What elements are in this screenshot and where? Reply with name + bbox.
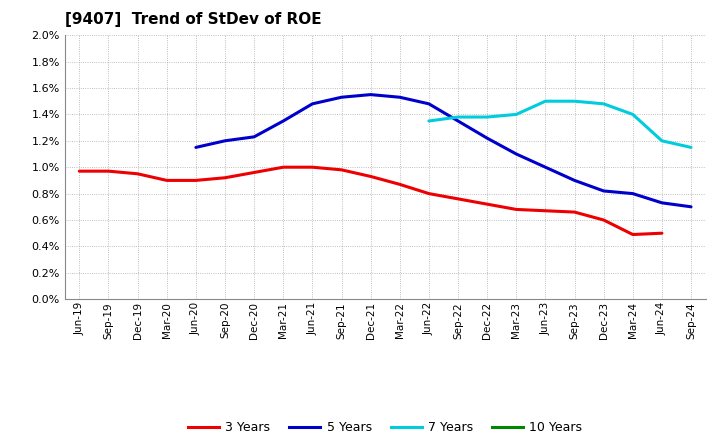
7 Years — [483, 114, 492, 120]
5 Years — [366, 92, 375, 97]
5 Years — [512, 151, 521, 157]
Text: [9407]  Trend of StDev of ROE: [9407] Trend of StDev of ROE — [65, 12, 321, 27]
5 Years — [541, 165, 550, 170]
3 Years — [541, 208, 550, 213]
7 Years — [687, 145, 696, 150]
Line: 7 Years: 7 Years — [429, 101, 691, 147]
5 Years — [687, 204, 696, 209]
5 Years — [250, 134, 258, 139]
7 Years — [541, 99, 550, 104]
3 Years — [308, 165, 317, 170]
5 Years — [425, 101, 433, 106]
3 Years — [395, 182, 404, 187]
7 Years — [657, 138, 666, 143]
5 Years — [279, 118, 287, 124]
3 Years — [192, 178, 200, 183]
3 Years — [512, 207, 521, 212]
3 Years — [425, 191, 433, 196]
3 Years — [133, 171, 142, 176]
3 Years — [599, 217, 608, 223]
5 Years — [599, 188, 608, 194]
Line: 5 Years: 5 Years — [196, 95, 691, 207]
3 Years — [657, 231, 666, 236]
5 Years — [629, 191, 637, 196]
3 Years — [104, 169, 113, 174]
3 Years — [483, 202, 492, 207]
7 Years — [512, 112, 521, 117]
7 Years — [599, 101, 608, 106]
3 Years — [570, 209, 579, 215]
5 Years — [192, 145, 200, 150]
3 Years — [279, 165, 287, 170]
3 Years — [75, 169, 84, 174]
3 Years — [163, 178, 171, 183]
5 Years — [337, 95, 346, 100]
5 Years — [220, 138, 229, 143]
3 Years — [629, 232, 637, 237]
5 Years — [570, 178, 579, 183]
3 Years — [220, 175, 229, 180]
Line: 3 Years: 3 Years — [79, 167, 662, 235]
7 Years — [454, 114, 462, 120]
7 Years — [629, 112, 637, 117]
Legend: 3 Years, 5 Years, 7 Years, 10 Years: 3 Years, 5 Years, 7 Years, 10 Years — [183, 416, 588, 439]
3 Years — [250, 170, 258, 175]
7 Years — [425, 118, 433, 124]
5 Years — [308, 101, 317, 106]
3 Years — [454, 196, 462, 202]
3 Years — [337, 167, 346, 172]
5 Years — [395, 95, 404, 100]
7 Years — [570, 99, 579, 104]
3 Years — [366, 174, 375, 179]
5 Years — [483, 136, 492, 141]
5 Years — [454, 118, 462, 124]
5 Years — [657, 200, 666, 205]
